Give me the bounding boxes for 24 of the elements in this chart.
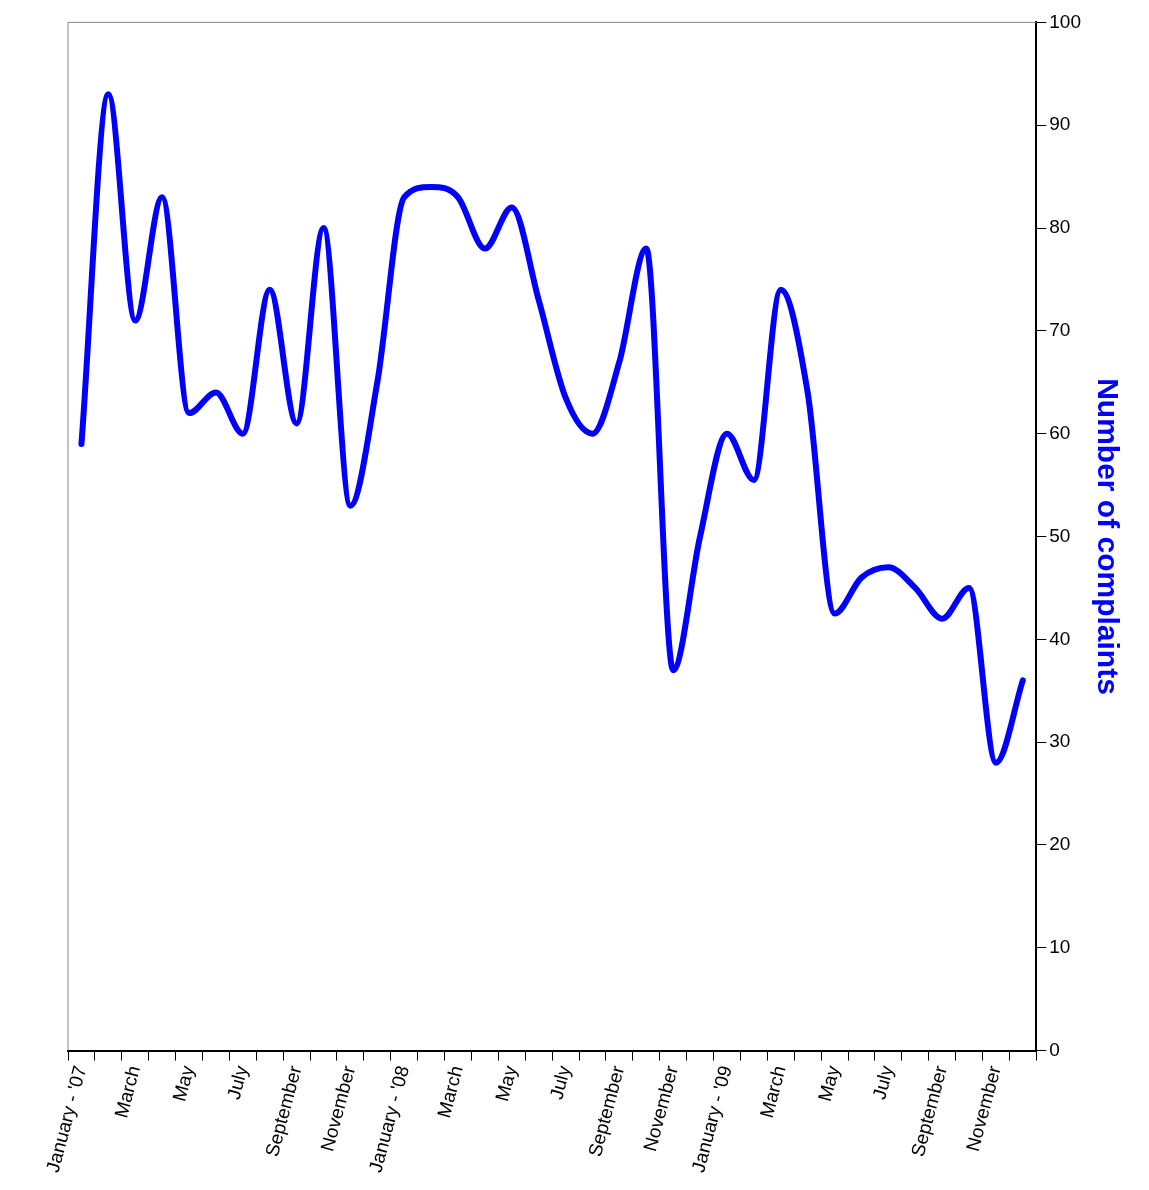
x-tick-label: July: [868, 1063, 898, 1102]
y2-tick-label: 0: [1049, 1038, 1060, 1060]
y2-tick-label: 20: [1049, 833, 1071, 855]
x-tick-label: January - '09: [687, 1063, 736, 1175]
x-tick-label: January - '08: [364, 1063, 414, 1175]
x-tick-label: March: [755, 1063, 790, 1120]
x-tick-label: May: [491, 1063, 521, 1104]
y2-tick-label: 90: [1049, 113, 1071, 135]
y2-tick-label: 70: [1049, 319, 1071, 341]
x-tick-label: March: [432, 1063, 467, 1120]
y2-tick-label: 50: [1049, 524, 1071, 546]
y2-tick-label: 100: [1049, 10, 1081, 32]
x-tick-label: July: [545, 1063, 575, 1102]
y2-tick-label: 10: [1049, 936, 1071, 957]
x-tick-label: May: [813, 1063, 844, 1104]
x-tick-label: May: [168, 1063, 199, 1104]
x-tick-label: July: [222, 1063, 252, 1102]
x-tick-label: January - '07: [41, 1063, 91, 1175]
x-tick-label: March: [110, 1063, 145, 1120]
y2-tick-label: 30: [1049, 730, 1071, 752]
y2-tick-label: 60: [1049, 421, 1071, 443]
y2-axis-title: Number of complaints: [1091, 378, 1125, 695]
y2-tick-label: 80: [1049, 216, 1071, 238]
y2-tick-label: 40: [1049, 627, 1071, 649]
